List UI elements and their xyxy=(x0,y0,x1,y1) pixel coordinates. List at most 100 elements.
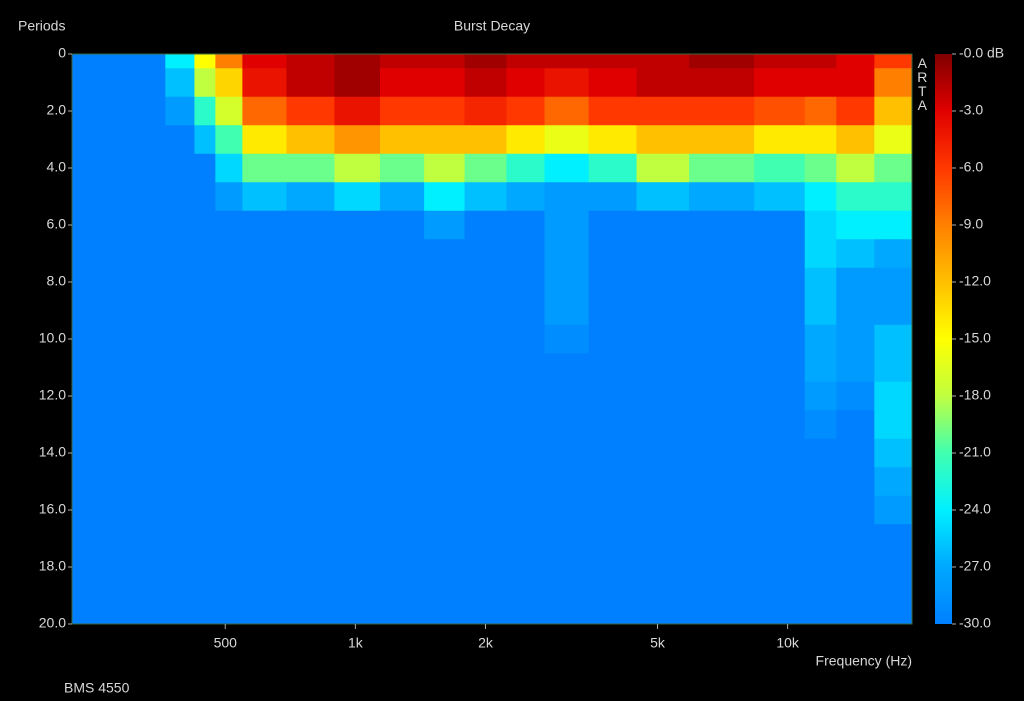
heatmap-cell xyxy=(506,68,546,98)
heatmap-cell xyxy=(379,239,425,269)
heatmap-cell xyxy=(424,581,466,611)
heatmap-cell xyxy=(194,609,216,624)
heatmap-cell xyxy=(464,410,508,440)
heatmap-cell xyxy=(194,353,216,383)
heatmap-cell xyxy=(165,239,196,269)
heatmap-cell xyxy=(689,239,755,269)
heatmap-cell xyxy=(124,267,166,297)
heatmap-cell xyxy=(804,581,837,611)
colorbar-tick-label: -18.0 xyxy=(959,387,991,403)
heatmap-cell xyxy=(286,467,336,497)
heatmap-cell xyxy=(754,153,806,183)
heatmap-cell xyxy=(124,68,166,98)
heatmap-cell xyxy=(544,153,590,183)
heatmap-cell xyxy=(424,96,466,126)
heatmap-cell xyxy=(194,495,216,525)
heatmap-cell xyxy=(754,581,806,611)
heatmap-cell xyxy=(286,96,336,126)
heatmap-cell xyxy=(286,54,336,69)
heatmap-cell xyxy=(874,153,912,183)
heatmap-cell xyxy=(165,524,196,554)
heatmap-cell xyxy=(242,495,288,525)
heatmap-cell xyxy=(874,438,912,468)
heatmap-cell xyxy=(544,410,590,440)
heatmap-cell xyxy=(165,153,196,183)
heatmap-cell xyxy=(464,609,508,624)
colorbar-tick-label: -21.0 xyxy=(959,444,991,460)
heatmap-cell xyxy=(588,324,638,354)
heatmap-cell xyxy=(754,381,806,411)
colorbar-tick-label: -27.0 xyxy=(959,558,991,574)
heatmap-cell xyxy=(874,524,912,554)
heatmap-cell xyxy=(194,239,216,269)
heatmap-cell xyxy=(836,267,875,297)
heatmap-cell xyxy=(754,296,806,326)
heatmap-cell xyxy=(424,182,466,212)
heatmap-cell xyxy=(804,552,837,582)
heatmap-cell xyxy=(379,609,425,624)
heatmap-cell xyxy=(464,324,508,354)
heatmap-cell xyxy=(424,68,466,98)
heatmap-cell xyxy=(334,581,381,611)
heatmap-cell xyxy=(754,267,806,297)
heatmap-cell xyxy=(379,552,425,582)
heatmap-cell xyxy=(588,153,638,183)
heatmap-cell xyxy=(804,96,837,126)
heatmap-cell xyxy=(286,239,336,269)
heatmap-cell xyxy=(242,125,288,155)
heatmap-cell xyxy=(464,210,508,240)
heatmap-cell xyxy=(165,96,196,126)
heatmap-cell xyxy=(689,210,755,240)
colorbar-tick-label: -0.0 dB xyxy=(959,45,1004,61)
heatmap-cell xyxy=(124,353,166,383)
heatmap-cell xyxy=(754,467,806,497)
heatmap-cell xyxy=(874,324,912,354)
heatmap-cell xyxy=(874,210,912,240)
colorbar-tick-label: -3.0 xyxy=(959,102,983,118)
heatmap-cell xyxy=(194,552,216,582)
colorbar-tick-label: -24.0 xyxy=(959,501,991,517)
heatmap-cell xyxy=(242,381,288,411)
y-tick-label: 10.0 xyxy=(39,330,66,346)
heatmap-cell xyxy=(124,410,166,440)
heatmap-cell xyxy=(215,210,243,240)
heatmap-cell xyxy=(165,210,196,240)
heatmap-cell xyxy=(836,609,875,624)
heatmap-cell xyxy=(379,296,425,326)
heatmap-cell xyxy=(588,54,638,69)
heatmap-cell xyxy=(334,296,381,326)
heatmap-cell xyxy=(636,467,690,497)
heatmap-cell xyxy=(72,581,126,611)
heatmap-cell xyxy=(124,381,166,411)
chart-title: Burst Decay xyxy=(454,18,530,34)
heatmap-cell xyxy=(804,524,837,554)
heatmap-cell xyxy=(506,410,546,440)
heatmap-cell xyxy=(804,296,837,326)
heatmap-cell xyxy=(242,324,288,354)
heatmap-cell xyxy=(836,210,875,240)
heatmap-cell xyxy=(754,125,806,155)
heatmap-cell xyxy=(588,467,638,497)
heatmap-cell xyxy=(286,324,336,354)
heatmap-cell xyxy=(636,552,690,582)
colorbar-tick-label: -30.0 xyxy=(959,615,991,631)
heatmap-cell xyxy=(804,467,837,497)
y-tick-label: 6.0 xyxy=(47,216,67,232)
heatmap-cell xyxy=(424,210,466,240)
heatmap-cell xyxy=(804,182,837,212)
heatmap-cell xyxy=(379,96,425,126)
heatmap-cell xyxy=(215,153,243,183)
heatmap-cell xyxy=(124,524,166,554)
heatmap-cell xyxy=(379,581,425,611)
heatmap-cell xyxy=(72,381,126,411)
heatmap-cell xyxy=(588,239,638,269)
heatmap-cell xyxy=(194,125,216,155)
heatmap-cell xyxy=(215,239,243,269)
heatmap-cell xyxy=(874,267,912,297)
heatmap-cell xyxy=(588,438,638,468)
heatmap-cell xyxy=(689,609,755,624)
heatmap-cell xyxy=(286,524,336,554)
heatmap-cell xyxy=(689,381,755,411)
heatmap-cell xyxy=(804,438,837,468)
heatmap-cell xyxy=(215,96,243,126)
